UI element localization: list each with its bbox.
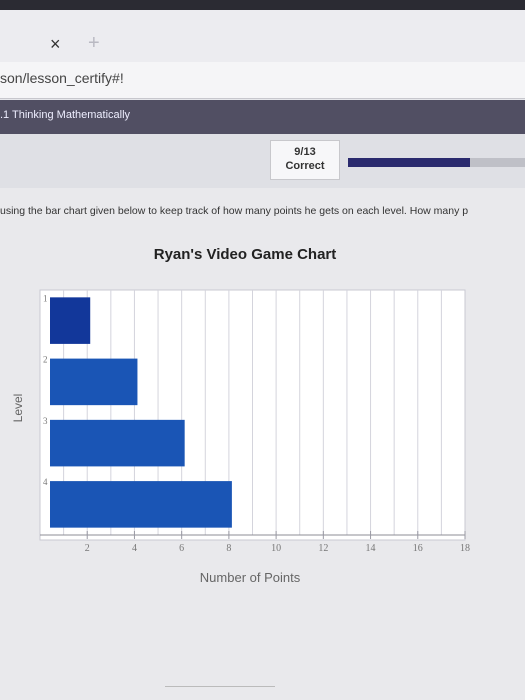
question-text: using the bar chart given below to keep …	[0, 205, 469, 217]
new-tab-icon[interactable]: +	[88, 32, 100, 54]
window-top-strip	[0, 0, 525, 10]
x-tick-label: 16	[413, 543, 423, 554]
address-bar[interactable]: son/lesson_certify#!	[0, 62, 525, 99]
x-tick-label: 2	[85, 543, 90, 554]
y-axis-label: Level	[11, 394, 25, 423]
y-tick-label: 1	[43, 293, 48, 303]
course-header: .1 Thinking Mathematically	[0, 100, 525, 134]
x-tick-label: 4	[132, 543, 137, 554]
course-title: .1 Thinking Mathematically	[0, 109, 131, 121]
y-tick-label: 3	[43, 416, 48, 426]
chart-title: Ryan's Video Game Chart	[153, 246, 337, 263]
bar-level-4	[50, 481, 232, 528]
x-tick-label: 10	[271, 543, 281, 554]
x-tick-labels: 2 4 6 8 10 12 14 16 18	[85, 531, 470, 554]
y-tick-label: 2	[43, 355, 48, 365]
tab-close-icon[interactable]: ×	[50, 34, 61, 54]
x-tick-label: 6	[179, 543, 184, 554]
score-box: 9/13 Correct	[270, 140, 340, 180]
y-tick-label: 4	[43, 477, 48, 487]
x-tick-label: 18	[460, 543, 470, 554]
bar-level-1	[50, 297, 91, 344]
score-status: Correct	[285, 160, 325, 172]
divider-line	[165, 686, 275, 687]
score-fraction: 9/13	[294, 146, 316, 158]
bar-level-3	[50, 419, 185, 467]
x-tick-label: 12	[318, 543, 328, 554]
x-tick-label: 8	[226, 543, 231, 554]
progress-bar	[348, 158, 525, 167]
browser-tab-bar: × +	[0, 0, 525, 62]
url-text[interactable]: son/lesson_certify#!	[0, 70, 124, 86]
y-tick-labels: 1 2 3 4	[43, 293, 48, 487]
bar-level-2	[50, 358, 138, 406]
x-tick-label: 14	[366, 543, 376, 554]
chart-bars	[50, 297, 232, 528]
progress-bar-fill	[348, 158, 471, 167]
x-axis-label: Number of Points	[200, 570, 301, 585]
